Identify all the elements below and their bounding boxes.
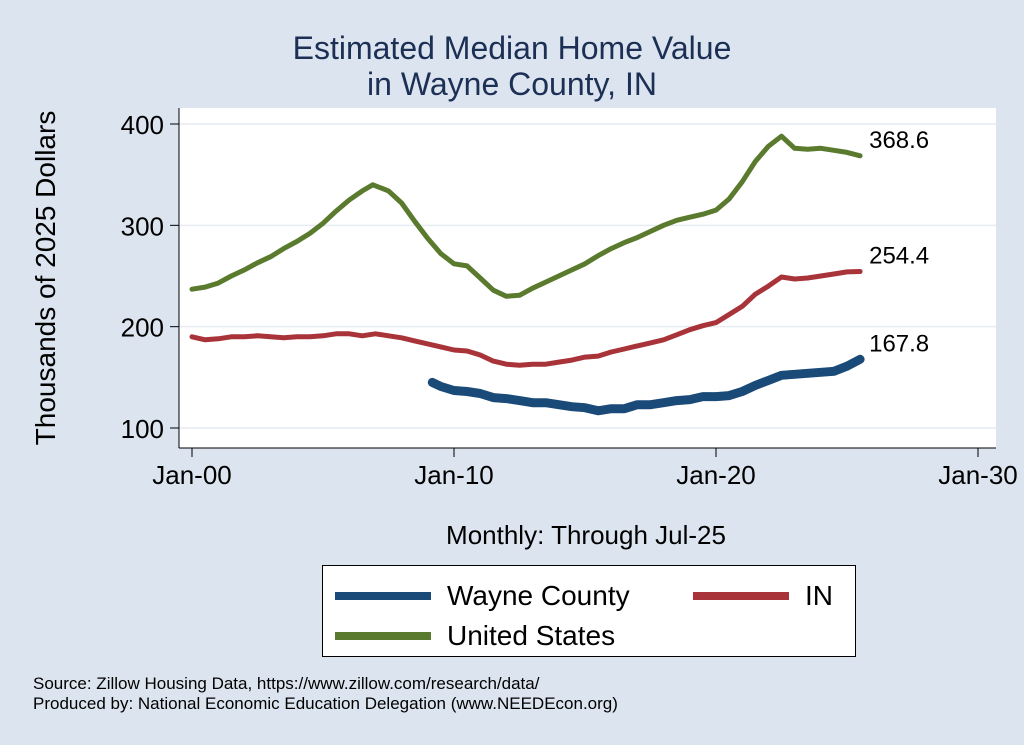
y-axis-ticks: 100 200 300 400 (121, 110, 179, 444)
chart-subtitle: in Wayne County, IN (367, 66, 657, 102)
series-line-united-states (189, 133, 863, 299)
y-tick-label: 300 (121, 211, 164, 241)
legend-item-in: IN (693, 580, 833, 612)
y-axis-label: Thousands of 2025 Dollars (30, 111, 61, 446)
legend: Wayne County IN United States (322, 565, 856, 657)
end-label-in: 254.4 (869, 243, 929, 270)
gridlines (180, 123, 996, 429)
legend-label-in: IN (805, 580, 833, 611)
y-tick-label: 400 (121, 110, 164, 140)
producer-note: Produced by: National Economic Education… (33, 694, 618, 713)
x-axis-ticks: Jan-00 Jan-10 Jan-20 Jan-30 (152, 448, 1018, 490)
x-tick-label: Jan-10 (414, 460, 494, 490)
source-note: Source: Zillow Housing Data, https://www… (33, 674, 540, 693)
end-label-united-states: 368.6 (869, 127, 929, 154)
line-chart: 100 200 300 400 Jan-00 Jan-10 Jan-20 Jan-30 16… (30, 108, 1018, 550)
legend-label-united-states: United States (447, 620, 616, 651)
series-line-wayne-county (427, 354, 865, 416)
series-lines (189, 133, 865, 416)
legend-label-wayne-county: Wayne County (447, 580, 630, 611)
legend-swatch-united-states (335, 632, 431, 640)
plot-area (179, 108, 996, 448)
legend-swatch-wayne-county (335, 592, 431, 600)
y-tick-label: 100 (121, 414, 164, 444)
chart-title: Estimated Median Home Value (292, 30, 732, 66)
end-labels: 167.8 254.4 368.6 (869, 127, 929, 357)
legend-item-united-states: United States (335, 620, 615, 652)
series-line-in (189, 269, 863, 368)
x-tick-label: Jan-30 (938, 460, 1018, 490)
y-tick-label: 200 (121, 313, 164, 343)
end-label-wayne-county: 167.8 (869, 330, 929, 357)
x-axis-label: Monthly: Through Jul-25 (446, 520, 726, 550)
legend-swatch-in (693, 592, 789, 600)
legend-item-wayne-county: Wayne County (335, 580, 630, 612)
x-tick-label: Jan-20 (676, 460, 756, 490)
x-tick-label: Jan-00 (152, 460, 232, 490)
